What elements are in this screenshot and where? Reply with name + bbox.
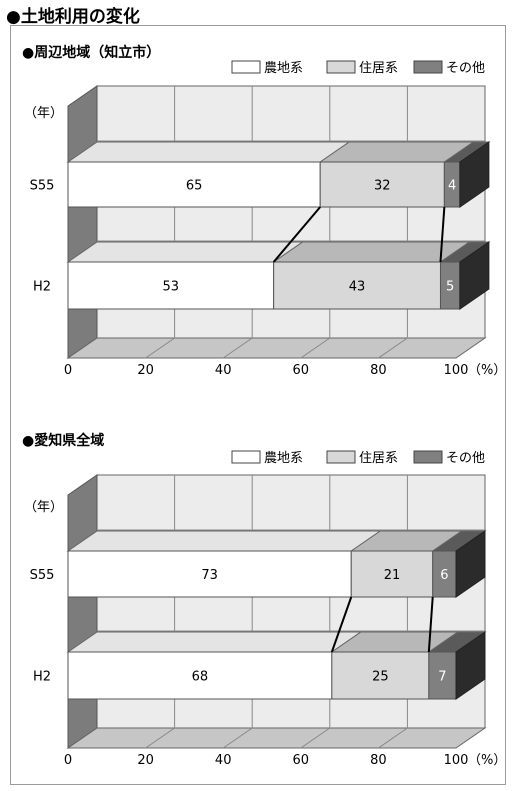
chart-frame [10, 25, 506, 785]
legend-swatch [326, 450, 356, 464]
data-label: 25 [372, 670, 389, 685]
chart-title: ●周辺地域（知立市） [22, 44, 160, 61]
bar-S55-0 [67, 550, 352, 598]
legend-label: 住居系 [359, 61, 398, 76]
connector-line [272, 206, 321, 263]
floor [66, 337, 487, 359]
x-tick-label: 80 [370, 753, 387, 768]
data-label: 43 [349, 280, 366, 295]
bar-S55-1 [350, 550, 434, 598]
connector-line [427, 596, 434, 653]
x-axis-unit: （%） [468, 753, 506, 768]
data-label: 32 [374, 179, 391, 194]
data-label: 21 [384, 568, 401, 583]
legend-label: その他 [446, 451, 485, 466]
floor-gridline [222, 727, 253, 749]
chart-2 [66, 450, 487, 749]
data-label: 53 [163, 280, 180, 295]
bar-end-S55 [459, 141, 490, 208]
data-label: 5 [446, 280, 454, 295]
legend-swatch [326, 60, 356, 74]
page-title: ●土地利用の変化 [6, 7, 140, 27]
legend-label: 住居系 [359, 451, 398, 466]
data-label: 7 [438, 670, 446, 685]
bar-end-H2 [459, 241, 490, 310]
x-tick-label: 20 [137, 753, 154, 768]
legend-swatch [413, 450, 443, 464]
floor-gridline [300, 727, 331, 749]
bar-top-H2 [66, 631, 363, 653]
x-tick-label: 0 [64, 753, 72, 768]
data-label: 68 [192, 670, 209, 685]
bar-top-S55 [66, 530, 382, 552]
category-label: H2 [33, 280, 51, 295]
bar-H2-1 [331, 651, 430, 700]
x-tick-label: 0 [64, 363, 72, 378]
floor [66, 727, 487, 749]
connector-line [330, 596, 353, 653]
connector-line [439, 206, 446, 263]
bar-H2-0 [67, 651, 333, 700]
bar-top-S55 [66, 141, 351, 163]
floor-gridline [300, 337, 331, 359]
bar-S55-0 [67, 161, 321, 208]
x-tick-label: 60 [293, 753, 310, 768]
floor-gridline [378, 727, 408, 749]
x-tick-label: 80 [370, 363, 387, 378]
chart-title: ●愛知県全域 [22, 432, 104, 449]
x-tick-label: 40 [215, 753, 232, 768]
floor-gridline [145, 727, 175, 749]
x-tick-label: 100 [444, 363, 469, 378]
floor-gridline [145, 337, 175, 359]
bar-end-S55 [455, 530, 486, 598]
bar-H2-0 [67, 261, 275, 310]
data-label: 73 [201, 568, 218, 583]
x-tick-label: 20 [137, 363, 154, 378]
category-label: S55 [30, 179, 55, 194]
legend-swatch [231, 450, 261, 464]
data-label: 65 [186, 179, 203, 194]
y-axis-label: （年） [24, 106, 63, 121]
x-axis-unit: （%） [468, 363, 506, 378]
side-wall [67, 474, 98, 749]
legend-swatch [231, 60, 261, 74]
floor-gridline [222, 337, 253, 359]
data-label: 6 [440, 568, 448, 583]
y-axis-label: （年） [24, 500, 63, 515]
legend-label: 農地系 [264, 451, 303, 466]
legend-label: 農地系 [264, 61, 303, 76]
chart-1 [66, 60, 491, 359]
bar-S55-1 [319, 161, 445, 208]
x-tick-label: 100 [444, 753, 469, 768]
bar-top-H2 [66, 241, 305, 263]
floor-gridline [378, 337, 408, 359]
side-wall [67, 85, 98, 359]
bar-H2-2 [428, 651, 457, 700]
legend-label: その他 [446, 61, 485, 76]
bar-end-H2 [455, 631, 486, 700]
category-label: H2 [33, 670, 51, 685]
legend-swatch [413, 60, 443, 74]
x-tick-label: 60 [293, 363, 310, 378]
x-tick-label: 40 [215, 363, 232, 378]
category-label: S55 [30, 568, 55, 583]
data-label: 4 [448, 179, 456, 194]
